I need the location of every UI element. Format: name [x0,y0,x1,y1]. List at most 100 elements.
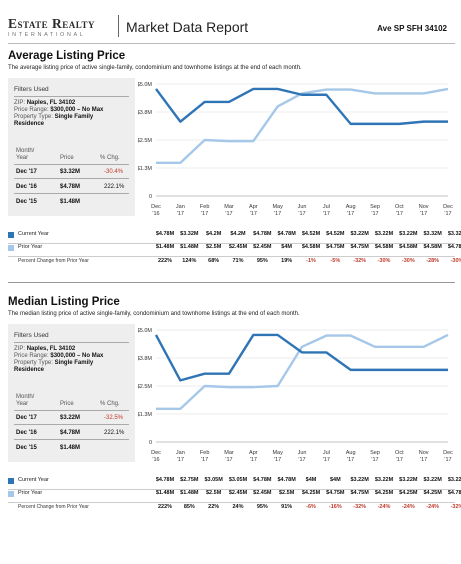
prior-year-value: $4.25M [423,490,442,496]
prior-year-value: $4.25M [374,490,394,496]
x-tick-label: Aug [346,450,356,456]
x-tick-year-label: '17 [201,457,208,463]
prior-year-value: $2.45M [228,244,248,250]
filter-zip-key: ZIP: [14,346,26,352]
x-tick-label: Jul [323,450,330,456]
y-tick-label: $2.5M [138,384,152,390]
percent-change-value: 22% [208,504,220,510]
prior-year-label: Prior Year [18,490,43,496]
prior-year-value: $4M [281,244,292,250]
filter-price-key: Price Range: [14,353,49,359]
x-tick-year-label: '17 [298,457,305,463]
prior-year-value: $4.58M [301,244,321,250]
x-tick-label: Dec [443,450,453,456]
filter-price-value: $300,000 – No Max [50,353,104,359]
table-rule [14,410,129,411]
x-tick-year-label: '17 [250,211,257,217]
percent-change-label: Percent Change from Prior Year [18,504,89,510]
header-rule [8,43,455,44]
x-tick-label: Jan [176,450,185,456]
price-header: Price [60,401,74,407]
filter-type-value: Single Family [54,114,94,120]
current-year-value: $4M [305,477,317,483]
current-year-line [154,333,448,382]
y-tick-label: $1.3M [138,412,152,418]
change-header: % Chg. [100,155,120,161]
y-tick-label: $5.0M [138,82,152,88]
x-tick-year-label: '17 [420,457,427,463]
x-tick-label: Sep [370,204,380,210]
x-tick-label: Dec [151,204,161,210]
prior-year-value: $4.58M [423,244,442,250]
x-tick-label: Jun [298,204,307,210]
prior-year-line [156,333,449,411]
x-tick-label: Mar [224,450,234,456]
table-price: $1.48M [60,445,81,451]
prior-year-value: $4.75M [350,244,369,250]
x-tick-label: Jun [298,450,307,456]
table-rule [14,439,129,440]
percent-change-value: 19% [281,258,293,264]
percent-change-value: -32% [450,504,461,510]
x-tick-year-label: '17 [323,211,330,217]
x-tick-year-label: '17 [420,211,427,217]
percent-change-value: 68% [208,258,220,264]
percent-change-value: -30% [401,258,415,264]
percent-change-value: -30% [377,258,391,264]
x-tick-label: Oct [395,450,404,456]
percent-change-value: 95% [256,258,268,264]
current-year-value: $4.78M [253,231,272,237]
y-tick-label: 0 [149,440,152,446]
year-header: Year [16,401,29,407]
x-tick-label: May [272,204,283,210]
x-tick-year-label: '17 [396,457,403,463]
section-title: Median Listing Price [8,296,120,308]
prior-year-row: Prior Year $1.48M $1.48M $2.5M $2.45M $2.45M… [8,489,461,503]
filter-zip-value: Naples, FL 34102 [26,346,76,352]
filters-panel: Filters Used ZIP: Naples, FL 34102 Price… [8,78,135,216]
prior-year-value: $2.5M [206,244,222,250]
table-rule [14,193,129,194]
month-header: Month/ [16,148,35,154]
prior-year-value: $2.45M [228,490,248,496]
x-tick-label: Feb [200,450,209,456]
x-tick-label: May [272,450,283,456]
prior-year-value: $2.5M [206,490,222,496]
x-tick-year-label: '17 [177,457,184,463]
percent-change-value: -30% [450,258,461,264]
table-month: Dec '17 [16,415,37,421]
current-year-value: $4.52M [326,231,345,237]
prior-year-value: $2.45M [253,490,272,496]
x-tick-year-label: '17 [371,457,378,463]
filter-type-value-2: Residence [14,121,45,127]
filters-title: Filters Used [14,332,128,343]
current-year-value: $4.2M [206,231,222,237]
x-tick-label: Apr [249,204,258,210]
x-tick-year-label: '17 [371,211,378,217]
year-header: Year [16,155,29,161]
logo-name: Estate Realty [8,16,95,31]
x-tick-label: Jan [176,204,185,210]
x-tick-year-label: '17 [444,457,451,463]
current-year-value: $3.22M [447,477,461,483]
table-month: Dec '15 [16,199,37,205]
section-subtitle: The average listing price of active sing… [8,65,302,71]
x-tick-year-label: '17 [225,211,232,217]
percent-change-value: -32% [353,258,367,264]
prior-year-value: $4.58M [399,244,418,250]
x-tick-year-label: '16 [152,211,159,217]
filter-price-key: Price Range: [14,107,49,113]
filter-type: Property Type: Single Family [14,360,93,367]
current-year-value: $3.22M [399,231,418,237]
current-year-label: Current Year [18,477,49,483]
prior-year-value: $4.75M [326,490,345,496]
change-header: % Chg. [100,401,120,407]
section-divider [8,282,455,283]
report-title: Market Data Report [126,19,249,35]
x-tick-label: Oct [395,204,404,210]
y-tick-label: $5.0M [138,328,152,334]
x-tick-label: Nov [419,204,429,210]
x-tick-year-label: '17 [347,211,354,217]
prior-year-value: $2.5M [279,490,295,496]
percent-change-value: 91% [281,504,293,510]
